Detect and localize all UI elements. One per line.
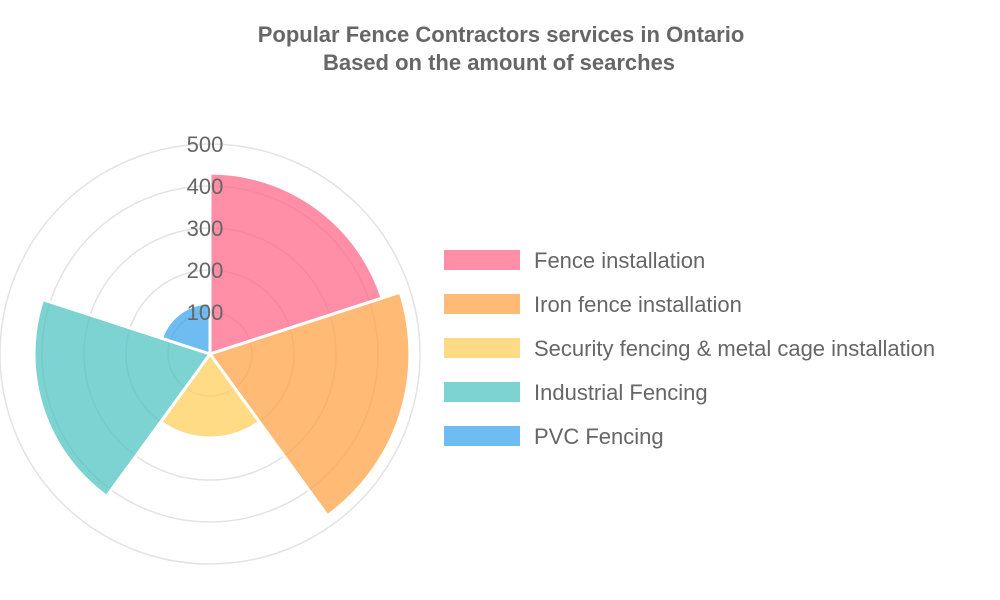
legend-label-5: PVC Fencing [534, 424, 664, 449]
legend-label-3: Security fencing & metal cage installati… [534, 336, 935, 361]
segment-1 [208, 171, 384, 356]
legend-label-1: Fence installation [534, 248, 705, 273]
segment-2 [208, 290, 412, 518]
tick-label-100: 100 [187, 300, 224, 325]
data-segments [32, 171, 412, 518]
chart-title-line-1: Popular Fence Contractors services in On… [258, 22, 745, 47]
tick-label-500: 500 [187, 132, 224, 157]
legend-swatch-3 [444, 338, 520, 358]
legend-label-4: Industrial Fencing [534, 380, 708, 405]
grid-circle [0, 143, 421, 565]
radial-ticks: 100 200 300 400 500 [187, 132, 224, 325]
chart-title-line-2: Based on the amount of searches [323, 50, 675, 75]
tick-label-300: 300 [187, 216, 224, 241]
legend-swatch-2 [444, 294, 520, 314]
segment-4 [32, 298, 212, 498]
legend-label-2: Iron fence installation [534, 292, 742, 317]
segment-3 [159, 352, 261, 440]
legend-swatch-1 [444, 250, 520, 270]
chart-title: Popular Fence Contractors services in On… [258, 22, 745, 75]
legend-swatch-5 [444, 426, 520, 446]
tick-label-200: 200 [187, 258, 224, 283]
tick-label-400: 400 [187, 174, 224, 199]
legend: Fence installation Iron fence installatio… [444, 248, 935, 449]
legend-swatch-4 [444, 382, 520, 402]
segment-5 [160, 301, 212, 356]
